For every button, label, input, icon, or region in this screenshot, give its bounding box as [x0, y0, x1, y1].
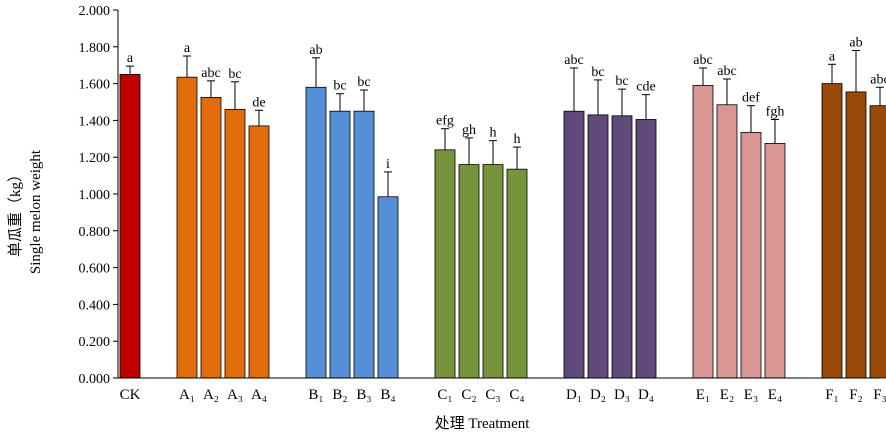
- x-tick-label: E₁: [696, 387, 710, 403]
- y-tick-label: 0.000: [79, 372, 111, 387]
- x-tick-label: E₄: [768, 387, 782, 403]
- bar: [224, 108, 246, 379]
- significance-label: h: [490, 126, 497, 141]
- bar: [176, 76, 198, 379]
- significance-label: ab: [309, 43, 322, 58]
- x-tick-label: C₄: [509, 387, 524, 403]
- x-axis: CK A₁ A₂ A₃ A₄ B₁ B₂ B₃ B₄ C₁ C₂ C₃ C₄ D₁ D₂ D₃ D₄ E₁ E₂ E₃…: [118, 377, 886, 403]
- bar: [482, 164, 504, 379]
- x-tick-label: A₃: [227, 387, 243, 403]
- bar: [329, 110, 351, 379]
- significance-label: abc: [717, 64, 736, 79]
- significance-label: abc: [693, 53, 712, 68]
- y-tick-label: 1.000: [79, 188, 111, 203]
- x-tick-label: C₂: [461, 387, 476, 403]
- significance-label: bc: [357, 75, 370, 90]
- y-tick-label: 1.600: [79, 78, 111, 93]
- bar: [716, 104, 738, 379]
- bar: [563, 110, 585, 379]
- x-axis-title: 处理 Treatment: [435, 415, 531, 432]
- significance-label: gh: [462, 123, 476, 138]
- bar: [845, 91, 867, 379]
- significance-label: i: [386, 157, 390, 172]
- x-tick-label: F₃: [873, 387, 886, 403]
- bar: [635, 119, 657, 379]
- y-tick-label: 0.800: [79, 225, 111, 240]
- x-tick-label: C₃: [485, 387, 500, 403]
- bar: [611, 115, 633, 379]
- bar: [353, 110, 375, 379]
- x-tick-label: B₄: [380, 387, 395, 403]
- x-tick-label: D₂: [590, 387, 606, 403]
- significance-label: def: [742, 91, 760, 106]
- x-tick-label: D₁: [566, 387, 582, 403]
- y-axis-title-english: Single melon weight: [28, 149, 44, 274]
- y-axis: 0.000 0.200 0.400 0.600 0.800 1.000 1.200 1.400…: [79, 4, 119, 387]
- bar: [305, 86, 327, 379]
- significance-label: bc: [591, 65, 604, 80]
- significance-label: bc: [228, 67, 241, 82]
- bar: [869, 105, 886, 379]
- y-tick-label: 0.200: [79, 335, 111, 350]
- x-tick-label: E₂: [720, 387, 734, 403]
- bar: [434, 149, 456, 379]
- x-tick-label: F₁: [825, 387, 839, 403]
- x-tick-label: A₂: [203, 387, 219, 403]
- bar: [506, 168, 528, 379]
- bar: [821, 83, 843, 379]
- x-tick-label: D₃: [614, 387, 630, 403]
- x-tick-label: B₁: [308, 387, 323, 403]
- y-tick-label: 2.000: [79, 4, 111, 19]
- y-axis-title-chinese: 单瓜重（kg）: [7, 167, 24, 257]
- y-tick-label: 1.800: [79, 41, 111, 56]
- significance-label: de: [252, 95, 265, 110]
- significance-label: a: [127, 51, 134, 66]
- significance-label: bc: [333, 79, 346, 94]
- significance-label: ab: [849, 35, 862, 50]
- x-tick-label: E₃: [744, 387, 758, 403]
- x-tick-label: CK: [120, 387, 141, 403]
- bar: [248, 125, 270, 379]
- significance-label: abc: [564, 53, 583, 68]
- bar: [458, 164, 480, 379]
- significance-label: h: [514, 132, 521, 147]
- significance-label: cde: [636, 80, 655, 95]
- x-tick-label: A₁: [179, 387, 195, 403]
- x-tick-label: D₄: [638, 387, 654, 403]
- significance-label: a: [184, 41, 191, 56]
- x-tick-label: A₄: [251, 387, 267, 403]
- significance-label: abc: [870, 72, 886, 87]
- bar: [200, 97, 222, 379]
- significance-label: a: [829, 49, 836, 64]
- y-tick-label: 0.400: [79, 298, 111, 313]
- bar: [740, 131, 762, 379]
- bar: [119, 74, 141, 379]
- significance-label: bc: [615, 74, 628, 89]
- y-tick-label: 1.200: [79, 151, 111, 166]
- x-tick-label: B₂: [332, 387, 347, 403]
- x-tick-label: B₃: [356, 387, 371, 403]
- bar: [764, 142, 786, 379]
- bar: [377, 196, 399, 379]
- significance-label: efg: [436, 114, 454, 129]
- bar: [692, 85, 714, 379]
- x-tick-label: F₂: [849, 387, 863, 403]
- significance-label: fgh: [766, 104, 785, 119]
- x-tick-label: C₁: [437, 387, 452, 403]
- y-tick-label: 1.400: [79, 114, 111, 129]
- significance-label: abc: [201, 66, 220, 81]
- bar: [587, 114, 609, 379]
- y-tick-label: 0.600: [79, 262, 111, 277]
